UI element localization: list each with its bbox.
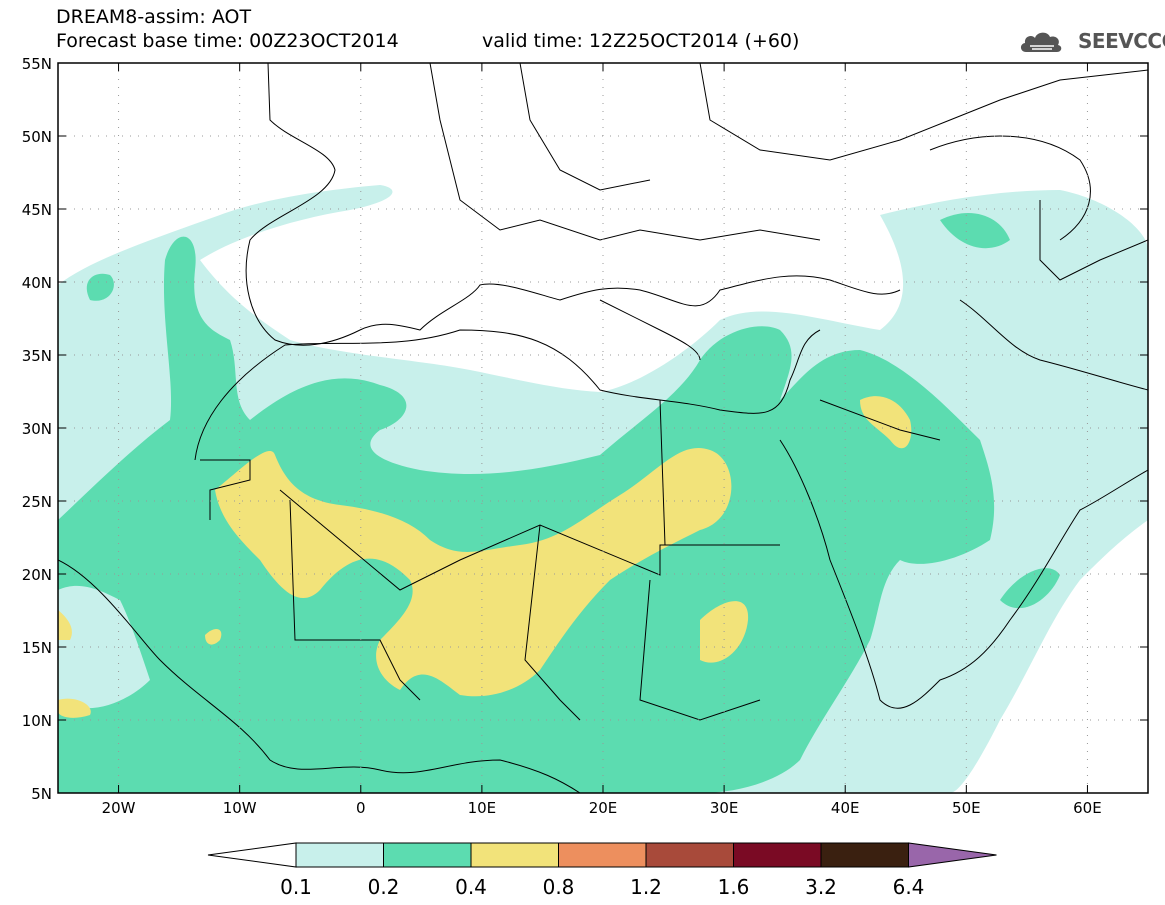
aot-field-0.4	[58, 396, 912, 718]
lat-label: 25N	[22, 493, 52, 511]
colorbar-right-arrow	[908, 842, 997, 868]
lat-label: 40N	[22, 274, 52, 292]
colorbar-label: 6.4	[893, 875, 925, 899]
lon-label: 10W	[223, 799, 257, 817]
lat-label: 35N	[22, 347, 52, 365]
lat-label: 15N	[22, 639, 52, 657]
axis-ticks	[58, 62, 1148, 794]
lat-label: 30N	[22, 420, 52, 438]
latitude-labels: 55N 50N 45N 40N 35N 30N 25N 20N 15N 10N 5N	[22, 55, 52, 803]
colorbar-box	[470, 842, 559, 868]
lon-label: 30E	[710, 799, 739, 817]
colorbar-label: 1.2	[630, 875, 662, 899]
aot-field-0.2	[58, 212, 1060, 793]
colorbar-label: 1.6	[718, 875, 750, 899]
valid-time: valid time: 12Z25OCT2014 (+60)	[482, 30, 800, 52]
lon-label: 20W	[102, 799, 136, 817]
colorbar-label: 0.2	[368, 875, 400, 899]
lat-label: 10N	[22, 712, 52, 730]
longitude-labels: 20W 10W 0 10E 20E 30E 40E 50E 60E	[102, 799, 1102, 817]
colorbar-label: 0.4	[455, 875, 487, 899]
colorbar-box	[733, 842, 822, 868]
lon-label: 50E	[952, 799, 981, 817]
map-title: DREAM8-assim: AOT	[56, 6, 252, 28]
colorbar-label: 0.8	[543, 875, 575, 899]
lat-label: 20N	[22, 566, 52, 584]
lon-label: 0	[356, 799, 366, 817]
lon-label: 60E	[1073, 799, 1102, 817]
colorbar-label: 0.1	[280, 875, 312, 899]
colorbar-box	[558, 842, 647, 868]
forecast-base-time: Forecast base time: 00Z23OCT2014	[56, 30, 399, 52]
lat-label: 5N	[31, 785, 52, 803]
lon-label: 10E	[468, 799, 497, 817]
lat-lon-grid	[58, 63, 1148, 793]
logo-text: SEEVCCC	[1078, 29, 1165, 53]
colorbar-box	[820, 842, 909, 868]
colorbar-box	[645, 842, 734, 868]
colorbar-box	[383, 842, 472, 868]
lat-label: 55N	[22, 55, 52, 73]
coastlines	[58, 63, 1148, 793]
lon-label: 40E	[831, 799, 860, 817]
lon-label: 20E	[589, 799, 618, 817]
lat-label: 45N	[22, 201, 52, 219]
seevccc-cloud-logo-icon	[1020, 32, 1062, 52]
colorbar-left-arrow	[207, 842, 297, 868]
colorbar-box	[295, 842, 384, 868]
lat-label: 50N	[22, 128, 52, 146]
colorbar-label: 3.2	[805, 875, 837, 899]
